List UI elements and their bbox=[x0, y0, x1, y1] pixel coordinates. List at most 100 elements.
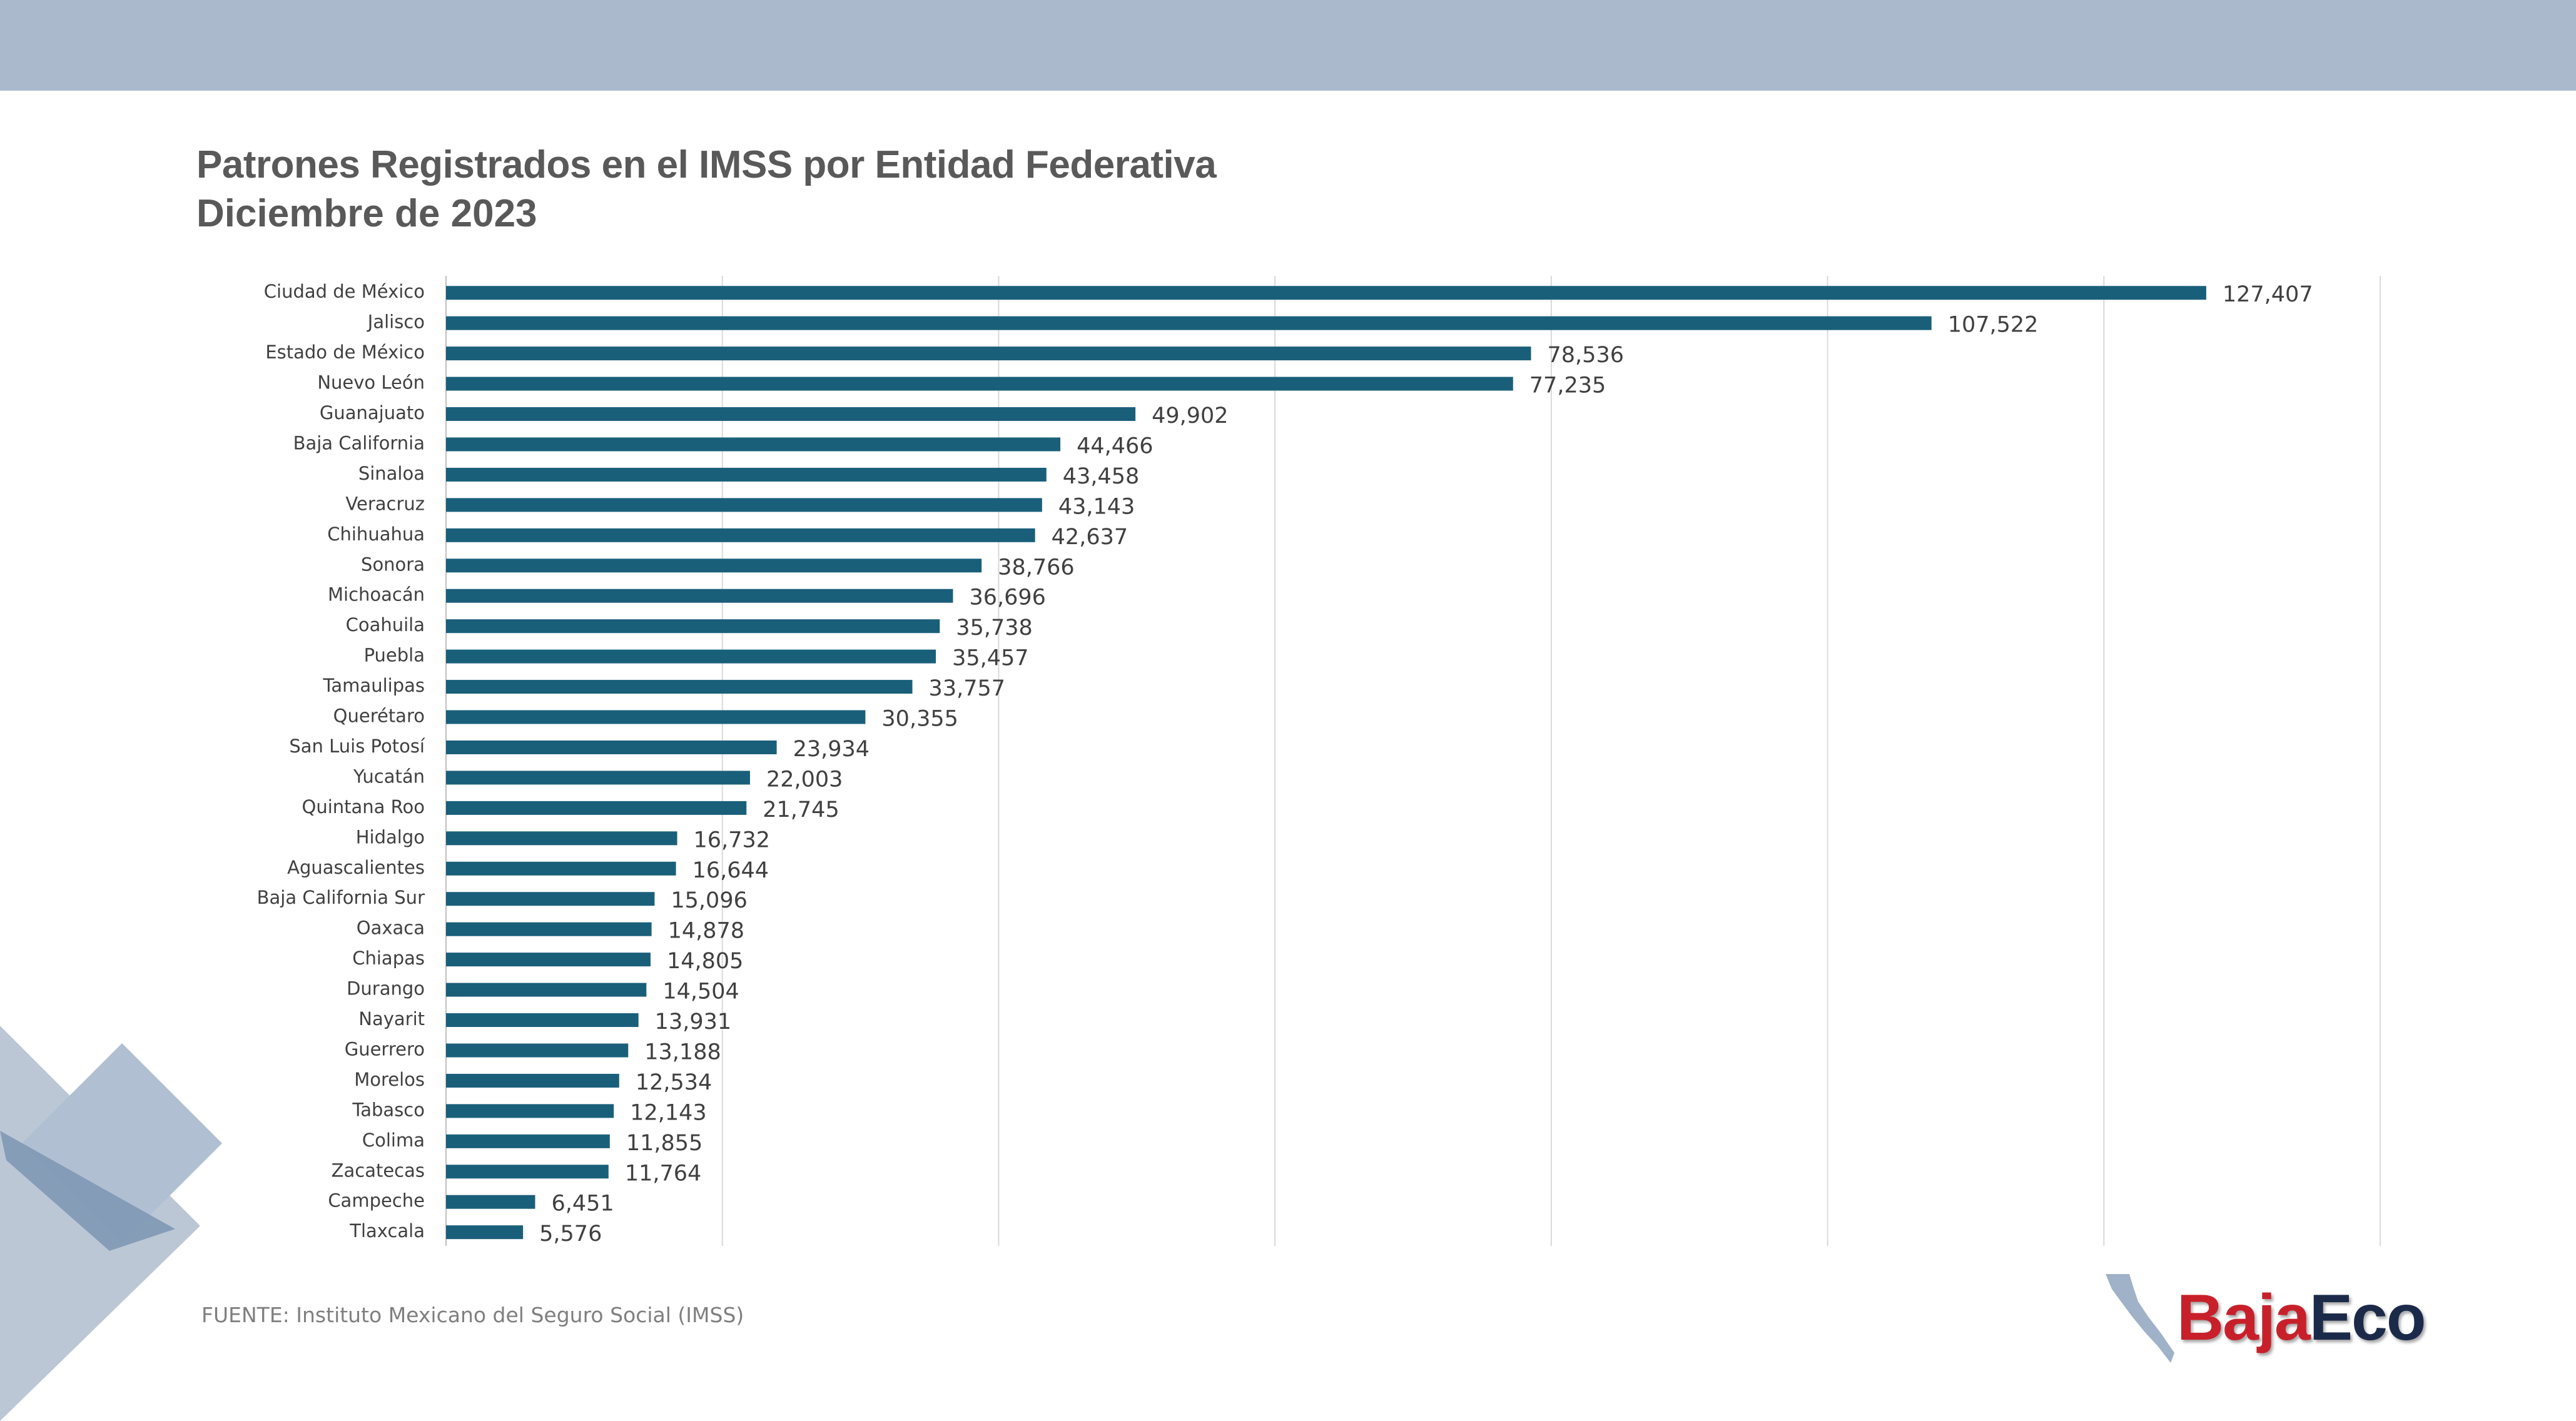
category-label: Sinaloa bbox=[358, 463, 425, 484]
data-label: 78,536 bbox=[1548, 343, 1624, 368]
bar bbox=[446, 649, 936, 664]
bar bbox=[446, 498, 1042, 512]
data-label: 35,738 bbox=[956, 615, 1032, 640]
data-label: 16,732 bbox=[694, 827, 770, 852]
category-label: San Luis Potosí bbox=[289, 736, 425, 757]
category-label: Coahuila bbox=[346, 614, 425, 635]
category-label: Veracruz bbox=[345, 493, 425, 514]
category-label: Chihuahua bbox=[327, 523, 425, 545]
bar bbox=[446, 1195, 535, 1209]
data-label: 44,466 bbox=[1077, 433, 1153, 458]
category-label: Oaxaca bbox=[357, 918, 425, 939]
bar bbox=[446, 528, 1035, 542]
data-label: 16,644 bbox=[692, 858, 769, 883]
bar bbox=[446, 559, 982, 573]
bar bbox=[446, 467, 1047, 482]
bar bbox=[446, 892, 655, 906]
bajaeco-logo: BajaEco bbox=[2101, 1268, 2451, 1368]
bar bbox=[446, 316, 1932, 330]
bar bbox=[446, 437, 1061, 452]
bar bbox=[446, 1165, 609, 1179]
bar bbox=[446, 740, 777, 754]
category-label: Tlaxcala bbox=[349, 1220, 425, 1241]
data-label: 11,855 bbox=[626, 1131, 702, 1156]
source-note: FUENTE: Instituto Mexicano del Seguro So… bbox=[201, 1303, 744, 1327]
category-label: Aguascalientes bbox=[287, 857, 425, 878]
category-label: Guerrero bbox=[345, 1038, 425, 1059]
data-label: 12,534 bbox=[636, 1070, 712, 1095]
data-label: 13,188 bbox=[644, 1039, 721, 1064]
data-label: 43,458 bbox=[1063, 464, 1139, 489]
data-label: 12,143 bbox=[630, 1100, 706, 1125]
category-label: Tamaulipas bbox=[323, 675, 425, 696]
category-label: Puebla bbox=[364, 645, 425, 666]
data-label: 5,576 bbox=[539, 1221, 602, 1247]
category-label: Ciudad de México bbox=[264, 281, 425, 302]
bars bbox=[446, 286, 2206, 1240]
bar bbox=[446, 953, 651, 967]
bar bbox=[446, 771, 750, 785]
baja-california-map-icon bbox=[2106, 1274, 2174, 1363]
logo-text-eco: Eco bbox=[2309, 1282, 2426, 1354]
bar bbox=[446, 1073, 619, 1088]
data-label: 13,931 bbox=[655, 1009, 731, 1034]
category-label: Estado de México bbox=[265, 341, 425, 363]
category-label: Chiapas bbox=[352, 948, 425, 969]
bar bbox=[446, 407, 1136, 422]
data-label: 30,355 bbox=[881, 707, 958, 732]
data-label: 49,902 bbox=[1152, 403, 1228, 428]
category-label: Jalisco bbox=[367, 311, 425, 333]
category-label: Guanajuato bbox=[320, 402, 425, 423]
data-label: 42,637 bbox=[1052, 525, 1128, 550]
category-label: Baja California bbox=[293, 432, 425, 453]
category-label: Michoacán bbox=[328, 584, 425, 605]
bar bbox=[446, 1043, 629, 1058]
category-label: Yucatán bbox=[353, 766, 425, 787]
header-band bbox=[0, 0, 2576, 91]
value-labels: 127,407 107,522 78,536 77,235 49,902 44,466 43… bbox=[539, 282, 2313, 1247]
category-label: Querétaro bbox=[333, 705, 425, 727]
chart-title: Patrones Registrados en el IMSS por Enti… bbox=[196, 143, 1217, 186]
data-label: 22,003 bbox=[766, 767, 843, 792]
data-label: 35,457 bbox=[952, 646, 1028, 671]
gridlines bbox=[445, 276, 2381, 1246]
data-label: 127,407 bbox=[2223, 282, 2313, 307]
data-label: 21,745 bbox=[763, 797, 839, 822]
bar bbox=[446, 619, 940, 634]
bar bbox=[446, 1104, 614, 1118]
bar bbox=[446, 801, 747, 815]
category-labels: Ciudad de México Jalisco Estado de México N… bbox=[257, 281, 425, 1241]
data-label: 77,235 bbox=[1529, 373, 1606, 398]
category-label: Hidalgo bbox=[356, 826, 425, 847]
category-label: Tabasco bbox=[352, 1099, 425, 1120]
data-label: 38,766 bbox=[998, 555, 1074, 580]
category-label: Baja California Sur bbox=[257, 887, 425, 908]
data-label: 6,451 bbox=[551, 1191, 614, 1216]
data-label: 36,696 bbox=[969, 585, 1045, 610]
data-label: 14,878 bbox=[668, 919, 744, 944]
logo-text: BajaEco bbox=[2177, 1281, 2426, 1355]
data-label: 43,143 bbox=[1058, 494, 1135, 519]
category-label: Durango bbox=[347, 978, 425, 999]
bar bbox=[446, 377, 1513, 391]
bar bbox=[446, 286, 2206, 300]
bar bbox=[446, 1013, 639, 1028]
category-label: Nayarit bbox=[358, 1008, 425, 1029]
category-label: Zacatecas bbox=[332, 1160, 425, 1181]
data-label: 15,096 bbox=[671, 888, 747, 913]
bar bbox=[446, 861, 676, 876]
data-label: 14,504 bbox=[662, 979, 739, 1004]
bar bbox=[446, 346, 1531, 361]
chart-subtitle: Diciembre de 2023 bbox=[196, 192, 537, 235]
category-label: Sonora bbox=[361, 554, 425, 575]
bar bbox=[446, 710, 866, 724]
bar bbox=[446, 1134, 610, 1148]
bar bbox=[446, 983, 647, 997]
logo-text-baja: Baja bbox=[2177, 1282, 2311, 1354]
data-label: 23,934 bbox=[793, 737, 870, 762]
category-label: Morelos bbox=[354, 1069, 425, 1090]
category-label: Quintana Roo bbox=[302, 796, 425, 817]
data-label: 33,757 bbox=[929, 676, 1005, 701]
bar bbox=[446, 1225, 524, 1240]
